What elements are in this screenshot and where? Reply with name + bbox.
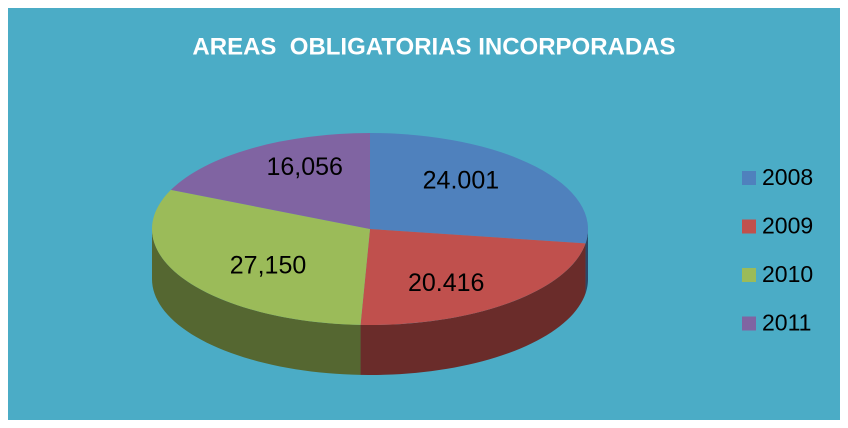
- chart-title: AREAS OBLIGATORIAS INCORPORADAS: [192, 33, 675, 60]
- data-label: 24.001: [423, 167, 499, 195]
- legend-label: 2009: [762, 213, 813, 239]
- slice-side: [585, 229, 588, 294]
- data-label: 16,056: [266, 153, 342, 181]
- legend-swatch: [742, 171, 756, 185]
- legend-swatch: [742, 316, 756, 331]
- slice: [370, 133, 588, 244]
- legend-label: 2011: [762, 310, 811, 336]
- data-label: 20.416: [408, 269, 484, 297]
- slice-side: [152, 229, 361, 375]
- legend-swatch: [742, 268, 756, 282]
- slice: [151, 189, 370, 325]
- data-label: 27,150: [230, 251, 306, 279]
- slice: [170, 133, 370, 229]
- slice: [360, 229, 586, 325]
- slice-side: [360, 243, 586, 375]
- legend-label: 2008: [762, 164, 813, 190]
- legend-swatch: [742, 219, 756, 234]
- legend-label: 2010: [762, 261, 813, 287]
